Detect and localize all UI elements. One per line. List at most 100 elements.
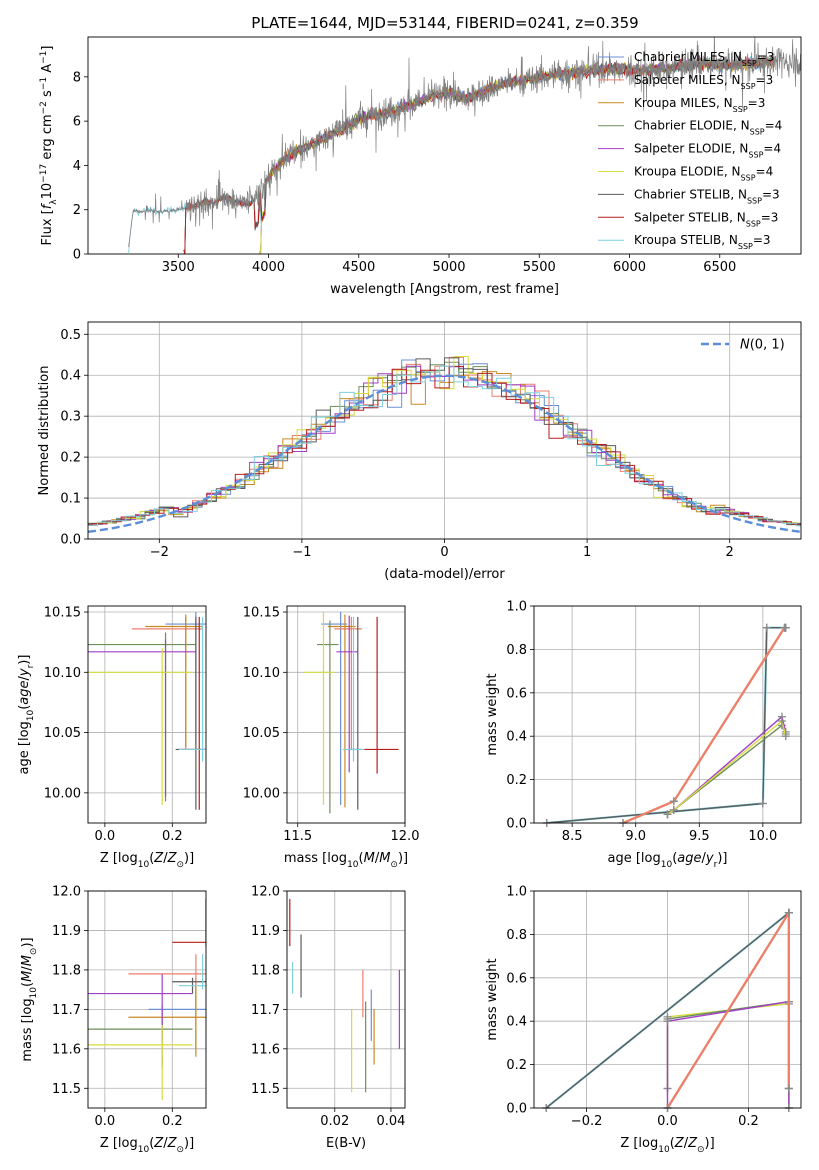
error-point-salpeter_stelib (172, 898, 206, 947)
x-tick-label: 5000 (432, 260, 465, 275)
legend-text: Salpeter ELODIE, N (634, 142, 748, 156)
label-part: )] (717, 851, 727, 866)
y-tick-label: 0.6 (506, 971, 527, 986)
x-tick-label: 12.0 (391, 829, 420, 844)
label-part: / (702, 851, 707, 866)
label-part: ( (149, 1136, 154, 1151)
label-part: wavelength [Angstrom, rest frame] (330, 282, 559, 297)
label-part: ( (672, 851, 677, 866)
mass_weight_vs_age-frame (533, 605, 802, 824)
mass_weight_vs_age-axes: 8.5 9.0 9.5 10.0 0.0 0.2 0.4 0.6 0.8 1.0 (506, 600, 801, 844)
y-tick-label: 11.8 (251, 963, 280, 978)
normal-curve (88, 374, 801, 533)
label-part: ( (359, 851, 364, 866)
legend-text: Salpeter STELIB, N (634, 210, 746, 224)
weight-marker (777, 717, 786, 726)
y-tick-label: 0.6 (506, 686, 527, 701)
y-tick-label: 11.5 (251, 1082, 280, 1097)
y-tick-label: 12.0 (251, 885, 280, 900)
y-tick-label: 10.15 (243, 606, 280, 621)
y-tick-label: 10.15 (44, 606, 81, 621)
x-tick-label: 0.2 (162, 1114, 183, 1129)
label-part: r (26, 664, 36, 668)
legend-label: Kroupa STELIB, NSSP=3 (634, 233, 771, 251)
label-part: age [log (608, 851, 661, 866)
label-part: )] (184, 851, 194, 866)
label-part: 10 (138, 1145, 150, 1155)
legend-label: Chabrier ELODIE, NSSP=4 (634, 119, 782, 137)
legend-sub: SSP (738, 242, 753, 251)
weight-marker (781, 732, 790, 741)
mass_vs_ebv-xlabel: E(B-V) (326, 1136, 366, 1151)
y-tick-label: 6 (73, 115, 81, 130)
label-part: 10 (26, 710, 36, 722)
legend-text: =3 (756, 73, 774, 87)
y-tick-label: 11.9 (251, 924, 280, 939)
observed-spectrum (128, 37, 801, 248)
y-tick-label: 0.8 (506, 643, 527, 658)
legend-text: =3 (761, 210, 779, 224)
error-point-kroupa_elodie (88, 648, 193, 805)
label-part: A (40, 64, 55, 77)
y-tick-label: 0.4 (506, 730, 527, 745)
y-tick-label: 10.00 (44, 786, 81, 801)
x-tick-label: 0.0 (95, 1114, 116, 1129)
legend-label: Kroupa ELODIE, NSSP=4 (634, 165, 773, 183)
y-tick-label: 0.0 (506, 817, 527, 832)
label-part: Z [log (620, 1136, 658, 1151)
weight-line-kroupa_elodie (667, 719, 787, 815)
y-tick-label: 10.10 (243, 666, 280, 681)
label-part: ( (670, 1136, 675, 1151)
x-tick-label: 4500 (342, 260, 375, 275)
label-part: 10 (138, 860, 150, 870)
label-part: ⊙ (390, 860, 398, 870)
mass_weight_vs_age-xlabel: age [log10(age/yr)] (608, 851, 728, 870)
legend-text: Kroupa STELIB, N (634, 233, 738, 247)
y-tick-label: 0.4 (506, 1015, 527, 1030)
label-part: Z (167, 1136, 178, 1151)
x-tick-label: 3500 (162, 260, 195, 275)
weight-marker (780, 623, 789, 632)
label-part: −1 (39, 51, 49, 64)
label-part: Z (674, 1136, 685, 1151)
age_vs_mass-xlabel: mass [log10(M/M⊙)] (284, 851, 408, 870)
y-tick-label: 10.00 (243, 786, 280, 801)
y-tick-label: 11.7 (52, 1003, 81, 1018)
x-tick-label: 0.2 (162, 829, 183, 844)
label-part: )] (17, 655, 32, 665)
label-part: ⊙ (697, 1145, 705, 1155)
mass_vs_ebv-frame (286, 890, 406, 1109)
error-point-kroupa_miles (128, 985, 206, 1057)
y-tick-label: 0.4 (60, 369, 81, 384)
label-part: y (17, 668, 32, 677)
y-tick-label: 2 (73, 203, 81, 218)
x-tick-label: 9.0 (625, 829, 646, 844)
error-point-kroupa_stelib (179, 954, 206, 990)
weight-marker (669, 805, 678, 814)
x-tick-label: 4000 (252, 260, 285, 275)
x-tick-label: −2 (150, 545, 169, 560)
label-part: ( (149, 851, 154, 866)
legend-text: Chabrier ELODIE, N (634, 119, 750, 133)
spectrum-ylabel: Flux [fλ10−17 erg cm−2 s−1 A−1] (39, 46, 59, 246)
label-part: Flux [ (40, 209, 55, 245)
mass_vs_ebv-plot-area (287, 891, 405, 1108)
age_vs_Z-plot-area (88, 606, 206, 823)
label-part: ( (17, 705, 32, 710)
error-point-salpeter_stelib (364, 616, 399, 774)
y-tick-label: 0.2 (506, 1058, 527, 1073)
y-tick-label: 11.5 (52, 1082, 81, 1097)
y-tick-label: 10.10 (44, 666, 81, 681)
error-point-salpeter_elodie (88, 639, 196, 797)
error-point-salpeter_elodie (336, 615, 358, 773)
legend-text: =4 (765, 119, 783, 133)
label-part: 10 (40, 183, 55, 200)
x-tick-label: 10.0 (748, 829, 777, 844)
mass_vs_Z-xlabel: Z [log10(Z/Z⊙)] (100, 1136, 194, 1155)
legend-sub: SSP (741, 173, 756, 182)
legend-sub: SSP (733, 104, 748, 113)
label-part: mass [log (20, 998, 35, 1061)
legend-text: (0, 1) (750, 338, 785, 353)
label-part: (data-model)/error (384, 567, 505, 582)
weight-marker (663, 1017, 672, 1026)
